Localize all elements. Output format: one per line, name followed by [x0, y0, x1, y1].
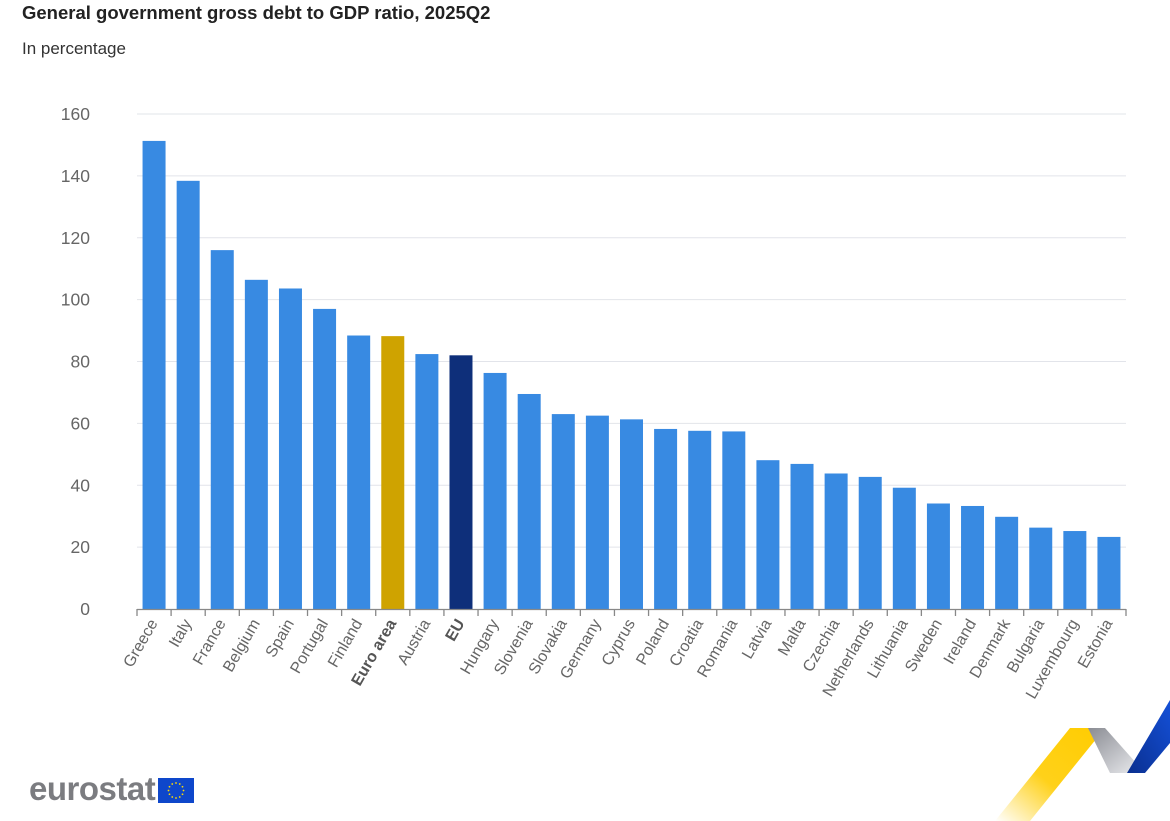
- flag-star: [182, 789, 185, 792]
- bar-malta[interactable]: Malta: 46.9: [790, 463, 814, 609]
- bar-greece[interactable]: Greece: 151.3: [142, 140, 166, 609]
- bar-bulgaria[interactable]: Bulgaria: 26.3: [1029, 527, 1053, 609]
- x-tick-label: Greece: [121, 616, 162, 670]
- bar-eu[interactable]: EU: 82: [449, 355, 473, 609]
- y-tick-label: 100: [61, 290, 90, 310]
- flag-star: [171, 783, 174, 785]
- bar-portugal[interactable]: Portugal: 97: [313, 308, 337, 609]
- x-tick-label: Spain: [263, 617, 298, 661]
- bar-austria[interactable]: Austria: 82.4: [415, 354, 439, 609]
- flag-star: [181, 785, 184, 788]
- bar-latvia[interactable]: Latvia: 48.1: [756, 460, 780, 609]
- bar-estonia[interactable]: Estonia: 23.3: [1097, 536, 1121, 609]
- bar-ireland[interactable]: Ireland: 33.3: [961, 505, 985, 609]
- bar-romania[interactable]: Romania: 57.4: [722, 431, 746, 609]
- bar-france[interactable]: France: 116: [210, 250, 234, 609]
- bar-czechia[interactable]: Czechia: 43.8: [824, 473, 848, 609]
- bar-sweden[interactable]: Sweden: 34.1: [926, 503, 950, 609]
- bars: Greece: 151.3 Italy: 138.4 France: 116 Belg…: [142, 140, 1121, 609]
- bar-slovenia[interactable]: Slovenia: 69.5: [517, 393, 541, 609]
- flag-star: [167, 789, 170, 792]
- flag-star: [171, 796, 174, 798]
- x-axis-labels: Greece ItalyFranceBelgiumSpainPortugalFin…: [121, 616, 1117, 702]
- bar-netherlands[interactable]: Netherlands: 42.7: [858, 476, 882, 609]
- flag-star: [181, 793, 184, 796]
- bar-germany[interactable]: Germany: 62.5: [585, 415, 609, 609]
- bar-luxembourg[interactable]: Luxembourg: 25.2: [1063, 531, 1087, 609]
- bar-lithuania[interactable]: Lithuania: 39.2: [892, 487, 916, 609]
- chart-subtitle: In percentage: [22, 39, 126, 58]
- chart-title: General government gross debt to GDP rat…: [22, 2, 491, 23]
- bar-croatia[interactable]: Croatia: 57.6: [688, 430, 712, 609]
- y-tick-label: 60: [71, 413, 91, 433]
- bar-finland[interactable]: Finland: 88.4: [347, 335, 371, 609]
- ribbon-grey: [1088, 728, 1145, 773]
- flag-star: [168, 793, 171, 796]
- x-tick-label: Latvia: [739, 616, 775, 662]
- logo-text: eurostat: [29, 770, 156, 807]
- y-tick-label: 160: [61, 104, 90, 124]
- bar-italy[interactable]: Italy: 138.4: [176, 180, 200, 609]
- y-tick-label: 20: [71, 537, 91, 557]
- flag-star: [175, 797, 178, 799]
- x-tick-label: EU: [443, 617, 469, 645]
- y-tick-label: 40: [71, 475, 91, 495]
- y-axis-ticks: 0 20 40 60 80 100 120 140 160: [61, 104, 90, 619]
- eu-flag-icon: [158, 778, 195, 803]
- flag-star: [168, 785, 171, 788]
- bar-spain[interactable]: Spain: 103.6: [278, 288, 302, 609]
- flag-star: [179, 796, 181, 798]
- eurostat-ribbon-decoration: [995, 700, 1170, 821]
- x-axis: [136, 608, 1127, 616]
- ribbon-yellow: [995, 728, 1105, 821]
- bar-cyprus[interactable]: Cyprus: 61.3: [620, 419, 643, 609]
- x-tick-label: Malta: [775, 616, 809, 658]
- bar-belgium[interactable]: Belgium: 106.4: [244, 279, 268, 609]
- bar-denmark[interactable]: Denmark: 29.8: [995, 516, 1019, 609]
- bar-hungary[interactable]: Hungary: 76.3: [483, 372, 507, 609]
- ribbon-blue: [1127, 700, 1170, 773]
- x-tick-label: Austria: [395, 616, 435, 668]
- flag-star: [179, 783, 181, 785]
- y-tick-label: 120: [61, 228, 90, 248]
- eurostat-logo[interactable]: eurostat: [29, 770, 195, 807]
- x-tick-label: Italy: [166, 617, 195, 651]
- bar-euro-area[interactable]: Euro area: 88.2: [381, 336, 405, 609]
- bar-poland[interactable]: Poland: 58.2: [654, 428, 678, 609]
- flag-star: [175, 782, 178, 784]
- y-tick-label: 0: [80, 599, 90, 619]
- y-tick-label: 140: [61, 166, 90, 186]
- bar-slovakia[interactable]: Slovakia: 63: [551, 414, 575, 609]
- x-tick-label: Cyprus: [599, 617, 639, 669]
- y-tick-label: 80: [71, 352, 91, 372]
